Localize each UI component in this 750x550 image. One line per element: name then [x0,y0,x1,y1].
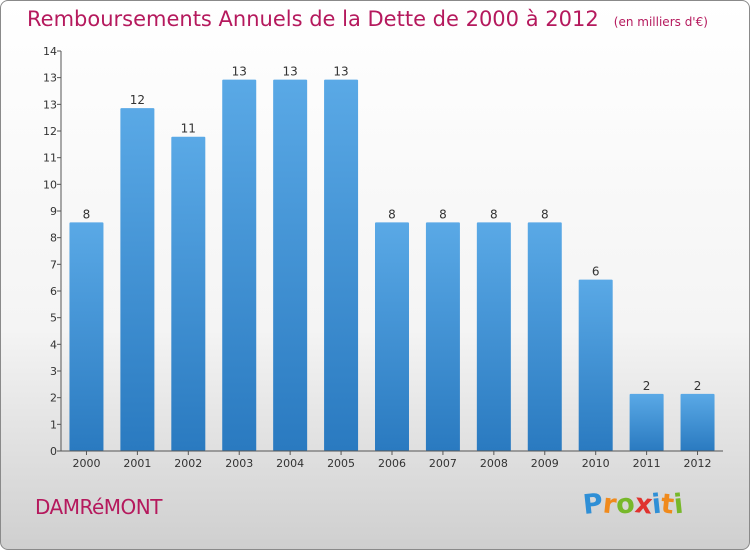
chart-subtitle: (en milliers d'€) [613,15,708,29]
y-tick-label: 7 [50,258,57,271]
data-label: 8 [83,207,91,221]
x-tick-label: 2003 [225,457,253,470]
y-tick-label: 4 [50,338,57,351]
bar [69,222,104,451]
y-tick-label: 3 [50,365,57,378]
x-tick-label: 2001 [123,457,151,470]
x-tick-label: 2008 [480,457,508,470]
y-tick-label: 6 [50,285,57,298]
y-tick-label: 10 [43,178,57,191]
y-tick-label: 12 [43,125,57,138]
x-tick-label: 2002 [174,457,202,470]
data-label: 11 [181,122,196,136]
bar [324,79,359,452]
commune-name: DAMRéMONT [35,495,162,519]
bar [425,222,460,451]
y-tick-label: 2 [50,392,57,405]
x-tick-label: 2004 [276,457,304,470]
bar [171,136,206,451]
data-label: 2 [694,379,702,393]
bar [273,79,308,452]
bar [375,222,409,451]
logo-letter: i [672,488,686,521]
y-tick-label: 13 [43,72,57,85]
x-tick-label: 2005 [327,457,355,470]
bar [578,279,613,451]
data-label: 13 [232,65,247,79]
bar [222,79,257,452]
x-tick-label: 2000 [72,457,100,470]
y-tick-label: 8 [50,232,57,245]
bar [476,222,511,451]
data-label: 8 [490,207,498,221]
x-tick-label: 2009 [531,457,559,470]
y-tick-label: 9 [50,205,57,218]
x-tick-label: 2011 [633,457,661,470]
proxiti-logo[interactable]: Proxiti [581,488,686,521]
data-label: 6 [592,265,600,279]
y-tick-label: 13 [43,98,57,111]
data-label: 8 [541,207,549,221]
data-label: 13 [333,65,348,79]
y-tick-label: 11 [43,152,57,165]
data-label: 12 [130,93,145,107]
x-tick-label: 2012 [684,457,712,470]
bar [680,393,715,451]
bar [629,393,664,451]
data-label: 8 [388,207,396,221]
y-tick-label: 14 [43,45,57,58]
y-tick-label: 0 [50,445,57,458]
y-tick-label: 5 [50,312,57,325]
bar [120,108,155,452]
x-tick-label: 2006 [378,457,406,470]
data-label: 8 [439,207,447,221]
x-tick-label: 2010 [582,457,610,470]
data-label: 2 [643,379,651,393]
chart-title: Remboursements Annuels de la Dette de 20… [27,7,599,31]
x-tick-label: 2007 [429,457,457,470]
bar [527,222,562,451]
y-tick-label: 1 [50,418,57,431]
title-row: Remboursements Annuels de la Dette de 20… [27,7,708,31]
data-label: 13 [283,65,298,79]
